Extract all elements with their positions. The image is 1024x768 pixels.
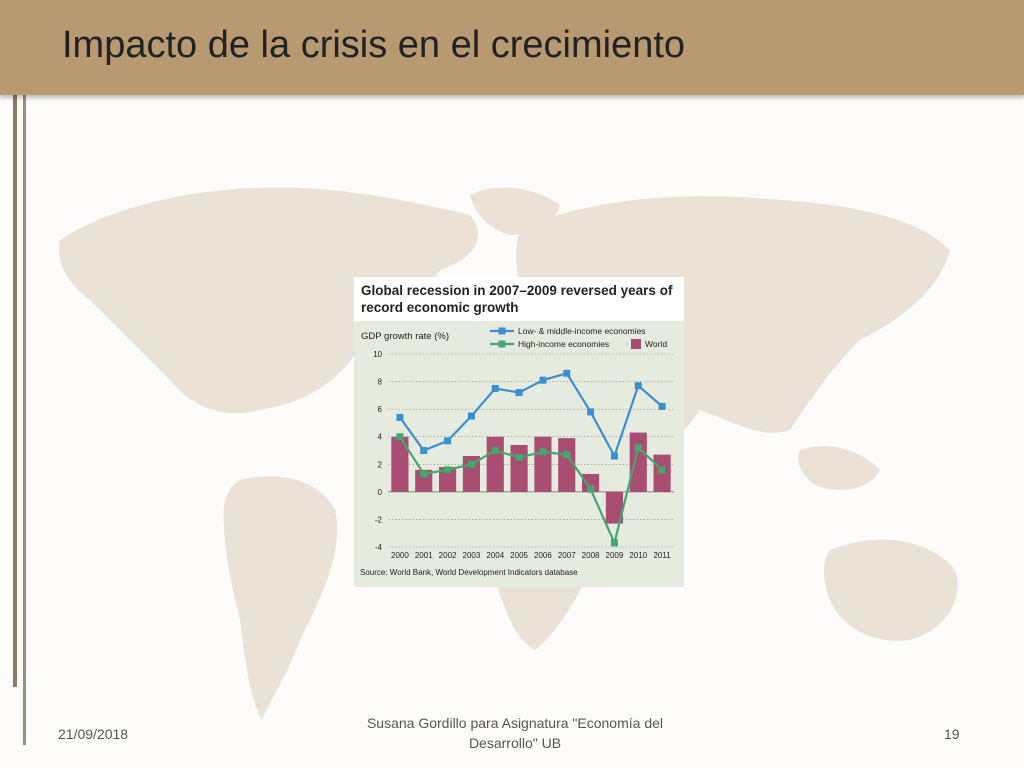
point-high-income xyxy=(539,448,547,456)
chart-figure: Global recession in 2007–2009 reversed y… xyxy=(354,277,684,587)
y-tick-label: 6 xyxy=(378,405,383,414)
title-bar: Impacto de la crisis en el crecimiento xyxy=(0,0,1024,95)
decorative-vertical-line xyxy=(13,45,17,687)
point-high-income xyxy=(658,466,666,474)
point-high-income xyxy=(396,433,404,441)
x-tick-label: 2004 xyxy=(486,551,504,560)
point-low-middle-income xyxy=(539,376,547,384)
y-tick-label: 4 xyxy=(378,433,383,442)
footer-author: Susana Gordillo para Asignatura "Economí… xyxy=(366,715,664,751)
bar-world xyxy=(534,436,552,492)
chart-source: Source: World Bank, World Development In… xyxy=(360,568,578,577)
x-tick-label: 2009 xyxy=(606,551,624,560)
legend-swatch-marker xyxy=(498,327,506,335)
y-tick-label: -4 xyxy=(375,543,383,552)
y-tick-label: 8 xyxy=(378,378,383,387)
point-high-income xyxy=(515,453,523,461)
point-low-middle-income xyxy=(658,402,666,410)
line-high-income xyxy=(398,436,663,547)
bar-world xyxy=(439,467,457,492)
bar-world xyxy=(415,469,433,492)
point-high-income xyxy=(420,470,428,478)
point-low-middle-income xyxy=(444,437,452,445)
x-tick-label: 2006 xyxy=(534,551,552,560)
bar-world xyxy=(391,436,409,492)
bar-world xyxy=(605,491,623,524)
point-high-income xyxy=(610,539,618,547)
bar-world xyxy=(558,438,576,492)
bar-world xyxy=(486,436,504,492)
page-number: 19 xyxy=(944,726,960,742)
decorative-vertical-line xyxy=(23,95,26,745)
x-tick-label: 2003 xyxy=(463,551,481,560)
x-tick-label: 2011 xyxy=(653,551,671,560)
point-high-income xyxy=(491,447,499,454)
x-tick-label: 2008 xyxy=(582,551,600,560)
y-tick-label: -2 xyxy=(375,515,383,524)
legend-swatch-marker xyxy=(498,340,506,348)
bar-world xyxy=(510,444,528,492)
point-low-middle-income xyxy=(587,408,595,416)
gdp-growth-chart: GDP growth rate (%) -4 -2 0 2 4 6 8 10 2000 2001 20… xyxy=(361,326,674,560)
legend-swatch-bar xyxy=(631,339,641,349)
point-high-income xyxy=(587,485,595,493)
legend-label: Low- & middle-income economies xyxy=(518,326,646,336)
legend-label: High-income economies xyxy=(518,339,609,349)
slide-title: Impacto de la crisis en el crecimiento xyxy=(62,24,686,66)
y-tick-label: 10 xyxy=(373,350,382,359)
chart-title: Global recession in 2007–2009 reversed y… xyxy=(361,283,673,315)
point-low-middle-income xyxy=(634,382,642,390)
point-low-middle-income xyxy=(396,413,404,421)
point-low-middle-income xyxy=(491,384,499,392)
x-tick-label: 2001 xyxy=(415,551,433,560)
point-high-income xyxy=(563,451,571,459)
point-low-middle-income xyxy=(467,412,475,420)
y-tick-label: 0 xyxy=(378,488,383,497)
bar-world xyxy=(582,473,600,492)
x-tick-label: 2005 xyxy=(510,551,528,560)
point-high-income xyxy=(634,444,642,452)
y-tick-label: 2 xyxy=(378,460,383,469)
point-high-income xyxy=(444,466,452,474)
line-low-middle-income xyxy=(399,372,663,459)
bar-world xyxy=(629,432,647,492)
footer-date: 21/09/2018 xyxy=(58,726,129,742)
x-tick-label: 2002 xyxy=(439,551,457,560)
x-tick-label: 2007 xyxy=(558,551,576,560)
point-low-middle-income xyxy=(420,447,428,454)
x-tick-label: 2000 xyxy=(391,551,409,560)
legend-label: World xyxy=(645,339,667,349)
y-axis-label: GDP growth rate (%) xyxy=(361,331,449,342)
point-low-middle-income xyxy=(563,369,571,377)
point-low-middle-income xyxy=(610,452,618,460)
x-tick-label: 2010 xyxy=(629,551,647,560)
point-high-income xyxy=(467,460,475,468)
point-low-middle-income xyxy=(515,389,523,397)
